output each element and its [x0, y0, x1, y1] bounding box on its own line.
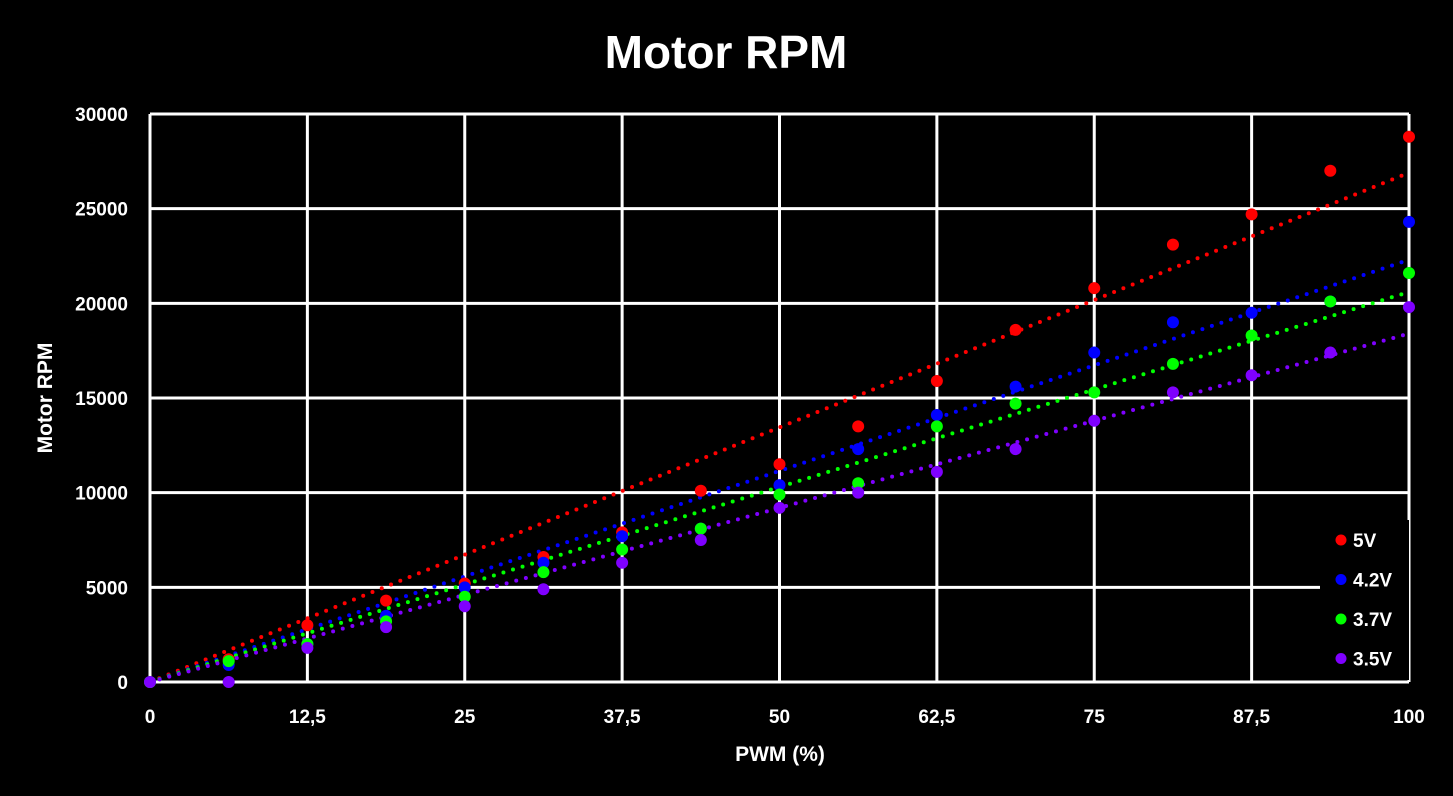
data-points	[144, 130, 1415, 688]
legend-marker-5V	[1335, 534, 1347, 546]
data-point-3.7V	[930, 420, 943, 433]
y-tick-label: 30000	[75, 105, 128, 126]
data-point-5V	[852, 420, 865, 433]
data-point-4.2V	[1009, 380, 1022, 393]
data-point-5V	[1009, 323, 1022, 336]
legend-marker-3.7V	[1335, 613, 1347, 625]
data-point-3.7V	[1166, 357, 1179, 370]
data-point-5V	[930, 374, 943, 387]
data-point-3.7V	[1009, 397, 1022, 410]
x-tick-label: 12,5	[289, 707, 326, 728]
x-tick-label: 100	[1393, 707, 1425, 728]
data-point-3.5V	[380, 621, 393, 634]
data-point-3.7V	[537, 566, 550, 579]
legend-marker-3.5V	[1335, 653, 1347, 664]
data-point-3.5V	[616, 556, 629, 569]
data-point-4.2V	[1166, 316, 1179, 329]
x-tick-label: 62,5	[918, 707, 955, 728]
data-point-3.5V	[1088, 414, 1101, 427]
data-point-3.7V	[1324, 295, 1337, 308]
y-axis-title: Motor RPM	[34, 343, 57, 454]
x-tick-label: 37,5	[604, 707, 641, 728]
data-point-4.2V	[458, 581, 471, 594]
x-tick-label: 50	[769, 707, 790, 728]
y-tick-label: 20000	[75, 294, 128, 315]
data-point-3.5V	[222, 676, 235, 688]
data-point-5V	[301, 619, 314, 632]
data-point-3.7V	[222, 655, 235, 668]
data-point-3.5V	[458, 600, 471, 613]
x-tick-label: 25	[454, 707, 476, 728]
data-point-3.7V	[1245, 329, 1258, 342]
legend-label: 3.7V	[1353, 610, 1392, 631]
data-point-5V	[773, 458, 786, 471]
x-tick-labels: 0 12,5 25 37,5 50 62,5 75 87,5 100	[145, 707, 1425, 728]
data-point-3.5V	[537, 583, 550, 596]
data-point-5V	[1324, 164, 1337, 177]
trendline-4.2V	[148, 257, 1411, 684]
data-point-5V	[694, 484, 707, 497]
data-point-3.7V	[852, 477, 865, 490]
data-point-4.2V	[773, 479, 786, 492]
x-tick-label: 75	[1084, 707, 1106, 728]
data-point-3.5V	[1403, 301, 1415, 314]
data-point-5V	[1166, 238, 1179, 251]
data-point-3.7V	[616, 543, 629, 556]
legend-label: 4.2V	[1353, 571, 1392, 592]
data-point-5V	[1245, 208, 1258, 221]
data-point-4.2V	[1403, 215, 1415, 228]
x-axis-title: PWM (%)	[735, 743, 825, 766]
x-tick-label: 0	[145, 707, 156, 728]
data-point-5V	[1088, 282, 1101, 295]
data-point-3.5V	[694, 534, 707, 546]
legend-background	[1320, 520, 1409, 680]
data-point-3.5V	[930, 465, 943, 478]
y-tick-label: 10000	[75, 484, 128, 505]
data-point-3.5V	[301, 641, 314, 654]
y-tick-label: 15000	[75, 389, 128, 410]
data-point-3.7V	[694, 522, 707, 535]
legend-label: 5V	[1353, 531, 1377, 552]
data-point-4.2V	[852, 443, 865, 456]
data-point-3.5V	[1245, 369, 1258, 382]
data-point-4.2V	[537, 556, 550, 569]
trendline-3.5V	[148, 331, 1411, 684]
data-point-4.2V	[1088, 346, 1101, 359]
data-point-4.2V	[930, 409, 943, 422]
legend: 5V 4.2V 3.7V 3.5V	[1320, 520, 1409, 680]
chart-title: Motor RPM	[605, 26, 848, 78]
y-tick-label: 0	[117, 673, 128, 694]
data-point-3.7V	[1088, 386, 1101, 399]
x-tick-label: 87,5	[1233, 707, 1270, 728]
legend-label: 3.5V	[1353, 650, 1392, 671]
legend-marker-4.2V	[1335, 574, 1347, 585]
data-point-3.5V	[144, 676, 156, 688]
y-tick-label: 25000	[75, 200, 128, 221]
data-point-3.5V	[773, 501, 786, 514]
data-point-3.5V	[1324, 346, 1337, 359]
data-point-4.2V	[616, 530, 629, 543]
data-point-5V	[380, 594, 393, 607]
y-tick-label: 5000	[86, 578, 128, 599]
data-point-3.7V	[1403, 267, 1415, 280]
data-point-3.5V	[852, 486, 865, 499]
data-point-3.7V	[773, 488, 786, 501]
data-point-5V	[1403, 130, 1415, 143]
data-point-4.2V	[1245, 306, 1258, 319]
data-point-3.5V	[1009, 443, 1022, 456]
trendline-5V	[148, 170, 1411, 684]
data-point-3.5V	[1166, 386, 1179, 399]
data-point-3.7V	[458, 590, 471, 603]
y-tick-labels: 0 5000 10000 15000 20000 25000 30000	[75, 105, 128, 694]
